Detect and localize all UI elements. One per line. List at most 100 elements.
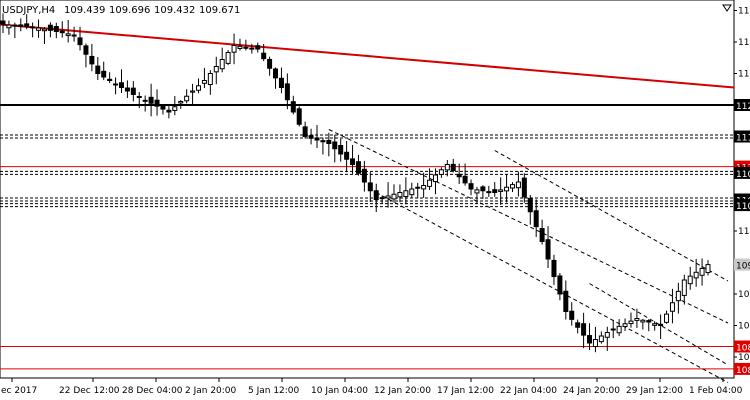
candle-body — [160, 105, 166, 110]
candle — [421, 172, 427, 198]
candle — [95, 57, 101, 80]
candle — [201, 67, 207, 89]
candle — [0, 13, 6, 33]
candle-body — [640, 319, 646, 323]
candle-body — [533, 210, 539, 228]
candle — [557, 272, 563, 301]
candle — [681, 274, 687, 305]
candle-body — [509, 184, 515, 189]
candle-body — [403, 190, 409, 198]
candle — [687, 266, 693, 290]
candle-body — [53, 26, 59, 32]
candle-body — [83, 45, 89, 55]
candle — [456, 163, 462, 184]
candle-body — [154, 99, 160, 107]
bid-price-label: 109 — [736, 262, 750, 272]
candle-body — [107, 78, 113, 82]
candle — [498, 177, 504, 205]
candle — [24, 14, 30, 30]
candle-body — [355, 161, 361, 174]
candle — [415, 182, 421, 199]
candle-body — [284, 83, 290, 101]
candle-body — [539, 228, 545, 242]
candle-body — [486, 191, 492, 194]
candle-body — [24, 23, 30, 28]
x-tick-label: 22 Dec 12:00 — [59, 386, 120, 396]
candle — [178, 100, 184, 109]
candle-body — [622, 323, 628, 328]
candle — [160, 104, 166, 115]
candle — [237, 38, 243, 51]
candle — [261, 43, 267, 62]
x-tick-label: 2 Jan 20:00 — [185, 386, 237, 396]
candle — [563, 280, 569, 320]
candle — [124, 80, 130, 98]
candle-body — [664, 313, 670, 323]
candle — [652, 321, 658, 331]
candle — [468, 179, 474, 196]
candle-body — [237, 45, 243, 49]
candle — [338, 138, 344, 162]
candle-body — [36, 27, 42, 31]
y-tick-label: 112 — [738, 101, 750, 111]
candle-body — [326, 139, 332, 144]
y-tick-label: 111 — [738, 133, 750, 143]
candle — [569, 302, 575, 326]
candle-body — [658, 323, 664, 326]
candle — [255, 42, 261, 53]
candle-body — [243, 46, 249, 49]
candle — [450, 158, 456, 173]
candle-body — [427, 179, 433, 187]
symbol-label: USDJPY,H4 — [2, 5, 55, 16]
candle-body — [207, 73, 213, 85]
candle-body — [225, 52, 231, 64]
candle-body — [480, 186, 486, 192]
candle-body — [261, 52, 267, 60]
level-price-label: 112 — [736, 102, 750, 112]
chart-shift-icon[interactable] — [722, 4, 732, 12]
candle — [492, 182, 498, 197]
candle — [231, 33, 237, 65]
candle-body — [504, 186, 510, 192]
candle — [658, 314, 664, 340]
candle-body — [373, 190, 379, 201]
y-tick-label: 110 — [738, 227, 750, 237]
candle — [350, 144, 356, 174]
y-tick-label: 113 — [738, 7, 750, 17]
candle-body — [296, 108, 302, 125]
candle-body — [515, 181, 521, 189]
candle — [581, 312, 587, 349]
x-tick-label: 1 Feb 04:00 — [689, 386, 743, 396]
candle-body — [527, 197, 533, 213]
candle-body — [367, 182, 373, 192]
candle-body — [59, 30, 65, 34]
candle-body — [89, 55, 95, 65]
candle — [669, 288, 675, 324]
candle-body — [634, 318, 640, 321]
candle-body — [557, 275, 563, 295]
y-tick-label: 108 — [738, 353, 750, 363]
candle — [18, 18, 24, 32]
candle-body — [575, 322, 581, 328]
candle — [83, 43, 89, 68]
candle — [243, 39, 249, 51]
candle — [59, 21, 65, 38]
candle — [47, 22, 53, 38]
level-price-label: 110 — [736, 202, 750, 212]
candle — [634, 308, 640, 328]
candle-body — [432, 174, 438, 183]
level-price-label: 108 — [736, 366, 750, 376]
x-tick-label: 5 Jan 12:00 — [248, 386, 300, 396]
candle-body — [456, 173, 462, 178]
candle-body — [290, 101, 296, 113]
candle-body — [255, 45, 261, 50]
candle — [344, 140, 350, 173]
candle-body — [610, 328, 616, 331]
candle — [332, 134, 338, 163]
y-tick-label: 110 — [738, 196, 750, 206]
candle-body — [201, 80, 207, 84]
candle — [302, 121, 308, 139]
candle-body — [693, 271, 699, 279]
candle-body — [581, 323, 587, 336]
